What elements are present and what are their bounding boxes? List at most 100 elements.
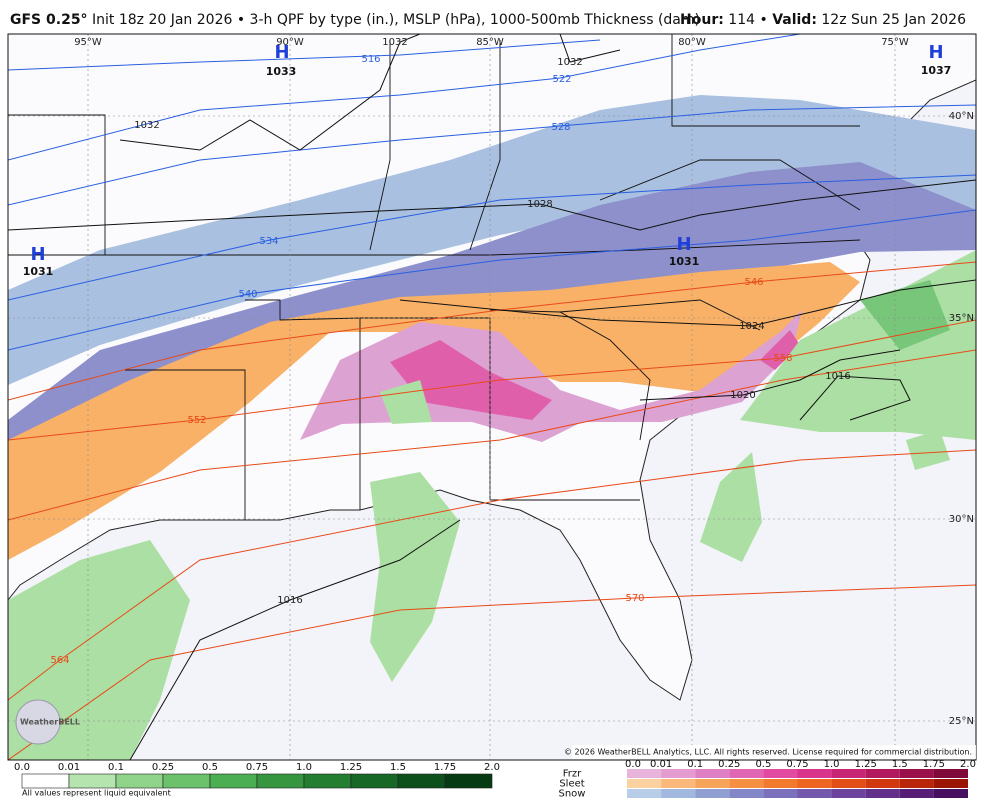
high-value: 1037	[921, 64, 952, 77]
mixed-swatch	[865, 779, 900, 788]
mixed-tick-label: 0.01	[650, 759, 672, 770]
logo-mark	[15, 699, 61, 745]
high-letter: H	[30, 244, 45, 265]
mixed-swatch	[627, 769, 662, 778]
copyright: © 2026 WeatherBELL Analytics, LLC. All r…	[564, 748, 972, 757]
thickness-label: 564	[50, 655, 69, 666]
high-value: 1031	[669, 255, 700, 268]
valid-label: Valid:	[772, 12, 817, 28]
thickness-label: 534	[259, 236, 278, 247]
mixed-swatch	[933, 769, 968, 778]
rain-tick-label: 0.01	[58, 762, 80, 773]
isobar-label: 1028	[527, 199, 552, 210]
mixed-swatch	[661, 789, 696, 798]
rain-tick-label: 0.0	[14, 762, 30, 773]
mixed-swatch	[933, 779, 968, 788]
isobar-label: 1016	[277, 595, 302, 606]
rain-moderate	[860, 280, 950, 350]
precip-type-label: Frzr	[563, 769, 582, 780]
thickness-label: 552	[187, 415, 206, 426]
mixed-swatch	[627, 789, 662, 798]
rain-tick-label: 1.5	[390, 762, 406, 773]
thickness-label: 516	[361, 54, 380, 65]
rain-tick-label: 0.5	[202, 762, 218, 773]
thickness-label: 558	[773, 353, 792, 364]
rain-tick-label: 0.25	[152, 762, 174, 773]
mixed-tick-label: 1.5	[892, 759, 908, 770]
precip-type-label: Snow	[559, 789, 586, 800]
mixed-swatch	[865, 789, 900, 798]
thickness-label: 540	[238, 289, 257, 300]
model: GFS 0.25°	[10, 12, 88, 28]
rain-swatch	[303, 773, 352, 789]
mixed-tick-label: 1.0	[824, 759, 840, 770]
mixed-swatch	[661, 769, 696, 778]
rain-swatch	[209, 773, 258, 789]
rain-swatch	[68, 773, 117, 789]
longitude-label: 90°W	[276, 37, 304, 48]
mixed-tick-label: 1.75	[923, 759, 945, 770]
mixed-swatch	[695, 769, 730, 778]
mixed-swatch	[695, 789, 730, 798]
high-letter: H	[928, 42, 943, 63]
thickness-label: 528	[551, 122, 570, 133]
mixed-swatch	[729, 789, 764, 798]
latitude-label: 25°N	[949, 716, 974, 727]
thickness-lines	[8, 34, 976, 760]
isobar-label: 1024	[739, 321, 764, 332]
mixed-tick-label: 0.25	[718, 759, 740, 770]
rain-tick-label: 0.1	[108, 762, 124, 773]
rain-swatch	[21, 773, 70, 789]
rain-swatch	[444, 773, 493, 789]
mixed-tick-label: 0.1	[687, 759, 703, 770]
longitude-label: 85°W	[476, 37, 504, 48]
mixed-swatch	[899, 779, 934, 788]
mixed-tick-label: 0.75	[786, 759, 808, 770]
mixed-swatch	[831, 779, 866, 788]
mixed-swatch	[899, 789, 934, 798]
rain-swatch	[115, 773, 164, 789]
mixed-swatch	[865, 769, 900, 778]
mixed-swatch	[797, 769, 832, 778]
isobar-label: 1032	[134, 120, 159, 131]
isobar-label: 1032	[382, 37, 407, 48]
mixed-swatch	[661, 779, 696, 788]
mixed-tick-label: 2.0	[960, 759, 976, 770]
valid: 12z Sun 25 Jan 2026	[821, 12, 966, 28]
latitude-label: 30°N	[949, 514, 974, 525]
mixed-swatch	[627, 779, 662, 788]
mixed-swatch	[797, 789, 832, 798]
mixed-tick-label: 1.25	[855, 759, 877, 770]
hour: 114	[728, 12, 755, 28]
mixed-swatch	[899, 769, 934, 778]
isobars	[8, 34, 976, 760]
mixed-swatch	[763, 779, 798, 788]
mixed-tick-label: 0.5	[755, 759, 771, 770]
thickness-label: 522	[552, 74, 571, 85]
longitude-label: 95°W	[74, 37, 102, 48]
legend-note: All values represent liquid equivalent	[22, 789, 171, 798]
map-frame	[7, 33, 977, 761]
snow-heavy	[8, 162, 976, 445]
latitude-label: 35°N	[949, 313, 974, 324]
thickness-label: 570	[625, 593, 644, 604]
high-value: 1033	[266, 65, 297, 78]
freezing-rain-heavy	[390, 330, 800, 420]
isobar-label: 1020	[730, 390, 755, 401]
copyright-bg	[572, 745, 976, 759]
legend: All values represent liquid equivalent 0…	[14, 759, 976, 800]
high-letter: H	[676, 234, 691, 255]
isobar-label: 1016	[825, 371, 850, 382]
description: Init 18z 20 Jan 2026 • 3-h QPF by type (…	[92, 12, 700, 28]
high-value: 1031	[23, 265, 54, 278]
mixed-swatch	[831, 769, 866, 778]
rain-swatch	[397, 773, 446, 789]
sleet	[8, 262, 860, 560]
isobar-label: 1032	[557, 57, 582, 68]
mixed-swatch	[797, 779, 832, 788]
snow-light	[8, 95, 976, 385]
precip-type-label: Sleet	[559, 779, 584, 790]
mixed-swatch	[729, 779, 764, 788]
logo: WeatherBELL	[20, 718, 80, 727]
